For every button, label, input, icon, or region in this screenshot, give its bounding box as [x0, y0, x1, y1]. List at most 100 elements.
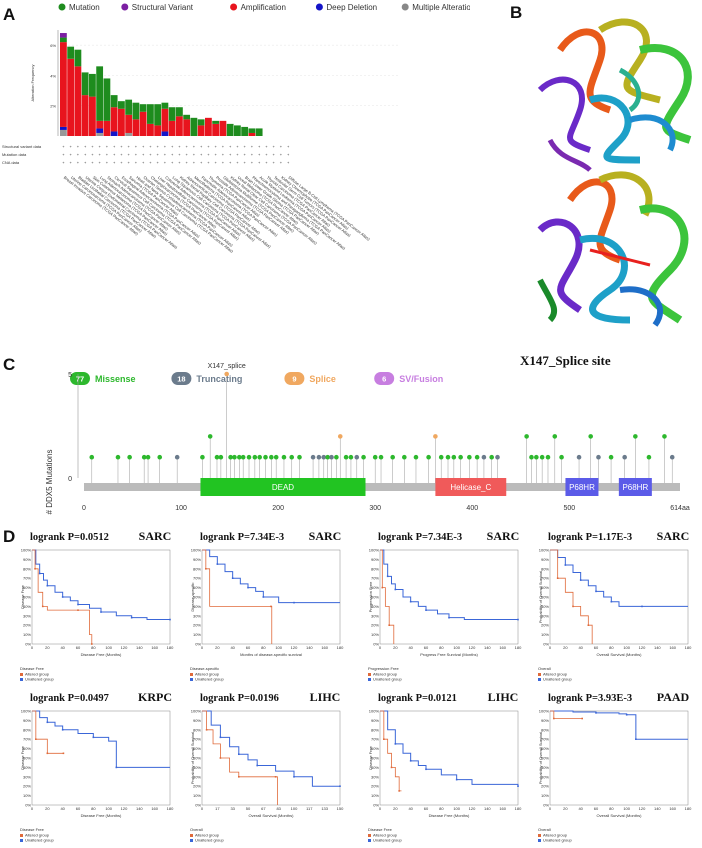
lollipop-head-40: [413, 454, 419, 460]
censor-mark-altered: [41, 605, 44, 608]
panel-letter-b: B: [510, 3, 522, 22]
bar-amplification-14: [161, 108, 169, 132]
legend-altered: Altered group: [195, 833, 220, 838]
censor-mark-unaltered: [339, 785, 341, 787]
legend-swatch-altered: [20, 834, 23, 837]
altered-curve: [202, 549, 273, 644]
censor-mark-unaltered: [425, 609, 427, 611]
y-tick: 0%: [25, 803, 31, 808]
unaltered-curve: [550, 710, 688, 740]
row-marker: +: [200, 144, 203, 149]
panel-c-title: X147_Splice site: [520, 353, 611, 368]
lollipop-head-50: [489, 454, 494, 460]
y-tick: 50%: [23, 756, 31, 761]
lollipop-head-14: [237, 454, 242, 460]
lollipop-head-38: [390, 454, 395, 460]
legend-swatch-unaltered: [190, 839, 193, 842]
row-marker: +: [272, 152, 275, 157]
plot-ylabel: Disease-specific: [190, 582, 195, 611]
legend-swatch-unaltered: [368, 839, 371, 842]
legend-label-3: SV/Fusion: [399, 374, 443, 384]
y-tick: 100%: [21, 709, 32, 714]
lollipop-head-66: [662, 434, 667, 439]
plot-ylabel: Probability of Overall Survival: [538, 571, 543, 623]
bar-mutation-21: [212, 120, 220, 124]
legend-pill-1: [171, 372, 192, 385]
bar-deep-deletion-7: [110, 131, 118, 136]
bar-amplification-26: [248, 132, 256, 136]
legend-pill-2: [284, 372, 305, 385]
row-marker: +: [62, 152, 65, 157]
row-marker: +: [207, 160, 210, 165]
legend-altered: Altered group: [25, 672, 50, 677]
lollipop-head-58: [559, 454, 564, 460]
row-marker: +: [171, 152, 174, 157]
row-marker: +: [258, 144, 261, 149]
panel-c-legend: 77 Missense 18 Truncating 9 Splice 6 SV/Fusion: [70, 372, 443, 385]
lollipop-head-2: [127, 454, 132, 460]
x-tick: 100: [453, 806, 460, 811]
row-marker: +: [164, 160, 167, 165]
censor-mark-unaltered: [46, 721, 49, 724]
y-tick: 70%: [23, 576, 31, 581]
row-marker: +: [77, 160, 80, 165]
bar-mutation-17: [183, 114, 191, 120]
censor-mark-altered: [388, 624, 390, 626]
bar-deep-deletion-14: [161, 131, 169, 136]
bar-mutation-1: [67, 46, 75, 59]
y-tick: 80%: [371, 727, 379, 732]
plot-xlabel: Disease Free (Months): [429, 813, 470, 818]
censor-mark-altered: [381, 586, 384, 589]
y-tick: 20%: [541, 623, 549, 628]
censor-mark-unaltered: [517, 785, 519, 787]
lollipop-head-35: [361, 454, 366, 460]
row-marker: +: [98, 144, 101, 149]
row-marker: +: [207, 144, 210, 149]
plot-cancer: SARC: [309, 529, 342, 543]
lollipop-head-23: [289, 454, 295, 460]
y-tick: 0%: [373, 642, 379, 647]
y-tick: 70%: [541, 576, 549, 581]
censor-mark-unaltered: [256, 764, 258, 767]
censor-mark-unaltered: [448, 616, 450, 619]
lollipop-head-24: [297, 454, 302, 460]
x-tick: 60: [76, 806, 81, 811]
lollipop-head-10: [218, 454, 224, 460]
bar-mutation-15: [168, 107, 176, 121]
bar-amplification-13: [154, 125, 162, 136]
censor-mark-unaltered: [231, 577, 234, 579]
lollipop-head-46: [458, 454, 463, 460]
row-marker: +: [106, 160, 109, 165]
censor-mark-unaltered: [92, 736, 95, 739]
plot-frame: [379, 710, 519, 806]
plot-ylabel: Disease Free: [20, 584, 25, 609]
censor-mark-unaltered: [517, 618, 519, 621]
y-tick: 0%: [373, 803, 379, 808]
x-tick: 80: [609, 645, 614, 650]
panel-letter-a: A: [3, 5, 15, 24]
x-tick: 120: [469, 806, 476, 811]
lollipop-head-43: [438, 454, 444, 460]
y-tick: 40%: [193, 604, 201, 609]
bar-mutation-18: [190, 117, 198, 136]
bar-multiple-alterations-9: [125, 132, 133, 136]
plot-stat: logrank P=0.0121: [378, 693, 457, 704]
row-marker: +: [164, 144, 167, 149]
legend-altered: Altered group: [25, 833, 50, 838]
altered-curve: [380, 710, 402, 792]
censor-mark-altered: [398, 790, 400, 792]
bar-amplification-21: [212, 123, 220, 136]
x-tick: 180: [167, 645, 174, 650]
plot-frame: [31, 549, 171, 645]
lollipop-head-26: [316, 454, 322, 460]
lollipop-head-67: [669, 454, 675, 460]
x-tick: 80: [439, 645, 444, 650]
x-tick: 140: [484, 806, 491, 811]
bar-mutation-23: [226, 123, 234, 136]
row-marker: +: [91, 160, 94, 165]
bar-deep-deletion-0: [60, 126, 67, 130]
legend-count-0: 77: [76, 375, 84, 384]
y-tick: 20%: [193, 623, 201, 628]
plot-caption: Disease-specific: [190, 666, 219, 671]
x-tick: 60: [594, 645, 599, 650]
